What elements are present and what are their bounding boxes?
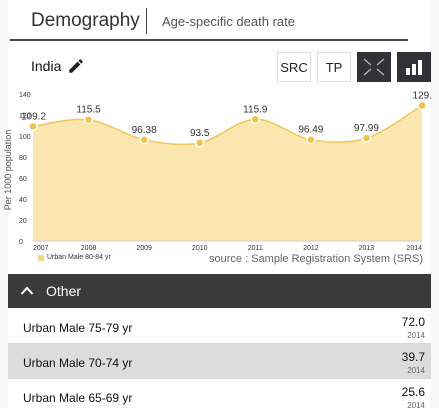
chart-legend: Urban Male 80-84 yr <box>38 254 111 261</box>
death-rate-chart: 0 20 40 60 80 100 120 140 Per 1000 population 200… <box>3 91 432 252</box>
data-label: 115.5 <box>76 105 101 116</box>
data-point <box>361 133 372 143</box>
data-label: 93.5 <box>190 128 210 139</box>
bar-chart-button[interactable] <box>397 52 431 82</box>
x-tick-label: 2014 <box>406 245 422 252</box>
legend-label: Urban Male 80-84 yr <box>47 254 111 261</box>
list-item-year: 2014 <box>407 331 425 340</box>
page-title: Demography <box>31 10 140 31</box>
region-selector[interactable]: India <box>31 57 85 75</box>
header: Demography Age-specific death rate <box>0 0 439 44</box>
chevron-up-icon <box>20 286 34 295</box>
other-label: Other <box>46 283 82 299</box>
y-tick-label: 100 <box>19 134 31 141</box>
y-tick-label: 40 <box>19 197 27 204</box>
list-item-label: Urban Male 75-79 yr <box>23 321 133 335</box>
region-name: India <box>31 58 62 74</box>
y-tick-label: 120 <box>19 113 31 120</box>
y-tick-label: 0 <box>19 239 23 246</box>
data-point <box>250 114 261 125</box>
list-item-label: Urban Male 65-69 yr <box>23 391 133 405</box>
list-item-year: 2014 <box>407 366 425 375</box>
data-label: 109.2 <box>21 111 46 122</box>
indicator-list: Urban Male 75-79 yr 72.0 2014 Urban Male… <box>8 309 431 408</box>
x-tick-label: 2012 <box>303 245 319 252</box>
left-edge <box>0 0 8 408</box>
data-point <box>28 121 38 132</box>
list-item[interactable]: Urban Male 75-79 yr 72.0 2014 <box>8 309 431 344</box>
expand-icon <box>363 58 385 76</box>
data-point <box>417 100 427 111</box>
header-underline <box>10 39 408 41</box>
list-item[interactable]: Urban Male 65-69 yr 25.6 2014 <box>8 379 431 408</box>
y-tick-label: 20 <box>19 218 27 225</box>
y-axis-label: Per 1000 population <box>3 130 13 211</box>
page-subtitle: Age-specific death rate <box>162 14 295 29</box>
other-section-toggle[interactable]: Other <box>8 274 431 308</box>
data-point <box>194 138 205 148</box>
data-label: 115.9 <box>243 104 268 115</box>
pencil-icon[interactable] <box>67 57 85 75</box>
data-point <box>306 134 316 145</box>
bar-chart-icon <box>406 60 422 75</box>
list-item-value: 25.6 <box>401 385 425 399</box>
legend-swatch <box>38 254 44 261</box>
y-tick-label: 80 <box>19 155 27 162</box>
x-tick-label: 2011 <box>248 245 263 252</box>
expand-button[interactable] <box>357 52 391 82</box>
list-item-value: 39.7 <box>401 350 425 364</box>
list-item-value: 72.0 <box>401 315 425 329</box>
x-tick-label: 2013 <box>359 245 375 252</box>
header-divider <box>146 8 147 34</box>
x-tick-label: 2007 <box>33 245 49 252</box>
chart-toolbar: SRC TP <box>277 52 431 82</box>
data-point <box>139 135 149 145</box>
x-tick-label: 2009 <box>136 245 152 252</box>
src-button[interactable]: SRC <box>277 52 311 82</box>
list-item-year: 2014 <box>407 401 425 408</box>
data-point <box>83 114 94 125</box>
data-label: 97.99 <box>354 123 379 134</box>
chart-source: source : Sample Registration System (SRS… <box>209 253 423 265</box>
y-tick-label: 140 <box>19 92 31 99</box>
y-tick-label: 60 <box>19 176 27 183</box>
data-label: 129. <box>413 91 432 102</box>
tp-button[interactable]: TP <box>317 52 351 82</box>
data-label: 96.49 <box>298 125 323 136</box>
series-area <box>33 105 422 241</box>
right-edge <box>431 0 439 408</box>
list-item[interactable]: Urban Male 70-74 yr 39.7 2014 <box>8 344 431 379</box>
data-label: 96.38 <box>132 125 157 136</box>
x-tick-label: 2008 <box>81 245 97 252</box>
list-item-label: Urban Male 70-74 yr <box>23 356 133 370</box>
x-tick-label: 2010 <box>192 245 208 252</box>
